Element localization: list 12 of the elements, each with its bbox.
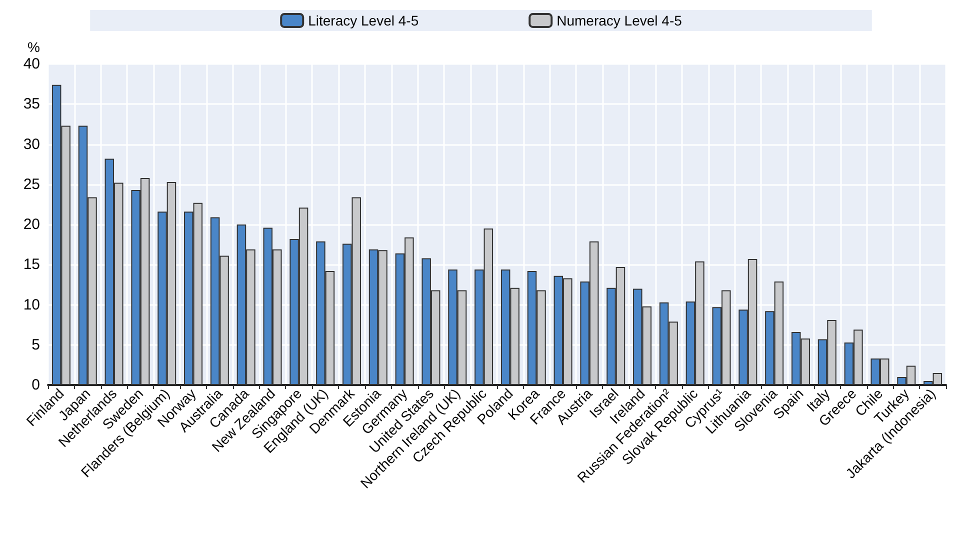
y-tick-label: 0	[32, 376, 40, 394]
y-tick-label: 30	[23, 136, 40, 153]
y-tick-label: 10	[23, 296, 40, 314]
y-tick-label: 20	[23, 216, 40, 233]
y-axis-title: %	[28, 39, 40, 55]
y-tick-label: 35	[23, 96, 40, 113]
y-tick-label: 40	[23, 56, 40, 72]
legend-label: Numeracy Level 4-5	[556, 12, 682, 28]
y-tick-label: 5	[32, 336, 40, 354]
y-tick-label: 25	[23, 176, 40, 193]
legend-label: Literacy Level 4-5	[308, 12, 419, 28]
y-tick-label: 15	[23, 256, 40, 274]
